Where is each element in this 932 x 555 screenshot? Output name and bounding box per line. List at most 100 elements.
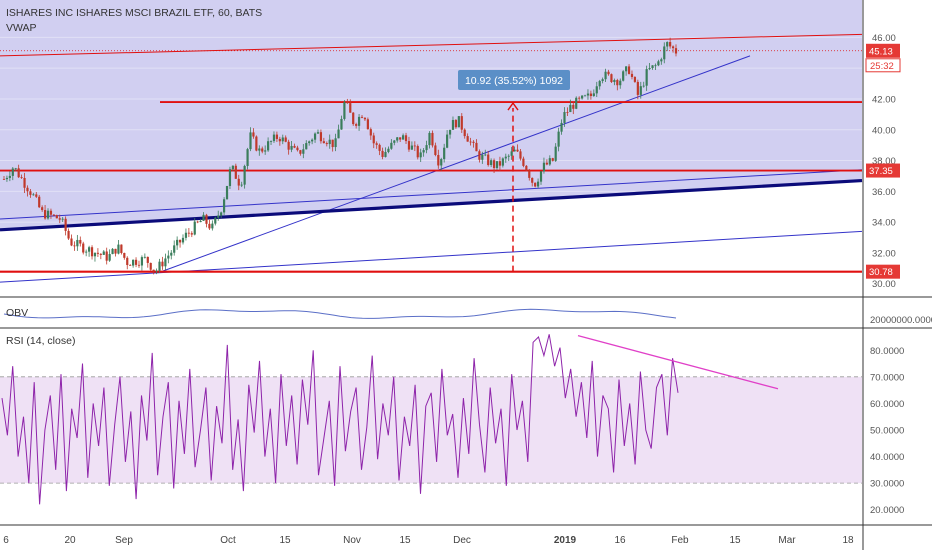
candle-body (586, 93, 590, 96)
candle-body (355, 124, 358, 126)
candle-body (539, 171, 543, 182)
candle-body (149, 262, 152, 270)
candle-body (551, 158, 554, 161)
candle-body (199, 220, 202, 223)
candle-body (190, 233, 193, 235)
obv-panel[interactable]: 20000000.0000 (0, 296, 932, 326)
candle-body (484, 154, 487, 156)
vwap-shade (0, 0, 862, 230)
price-tick-label: 38.00 (872, 156, 896, 167)
candle-body (431, 132, 434, 146)
candle-body (161, 261, 164, 267)
candle-body (108, 254, 111, 261)
candle-body (428, 132, 431, 146)
time-tick-label: 2019 (554, 535, 577, 546)
candle-body (610, 74, 613, 83)
candle-body (76, 239, 79, 247)
candle-body (155, 270, 158, 272)
candle-body (70, 238, 73, 246)
candle-body (393, 140, 396, 143)
candle-body (410, 145, 413, 150)
candle-body (255, 136, 258, 151)
candle-body (363, 117, 367, 120)
candle-body (513, 149, 516, 152)
candle-body (85, 251, 88, 253)
candle-body (211, 223, 214, 229)
candle-body (674, 48, 678, 54)
candle-body (598, 81, 601, 87)
candle-body (384, 151, 387, 157)
candle-body (152, 269, 155, 272)
candle-body (633, 77, 637, 82)
candle-body (460, 116, 463, 130)
candle-body (158, 261, 161, 271)
candle-body (619, 80, 622, 86)
candle-body (440, 159, 443, 166)
candle-body (284, 137, 287, 142)
price-tag-value: 30.78 (869, 267, 893, 278)
candle-body (117, 244, 120, 254)
price-tag-box (866, 264, 900, 279)
candle-body (111, 248, 114, 255)
candle-body (548, 158, 551, 165)
candle-body (451, 120, 455, 130)
upper-channel-line (0, 33, 863, 57)
candle-body (129, 265, 132, 266)
candle-body (123, 252, 126, 258)
candle-body (26, 187, 29, 192)
price-tag-value: 45.13 (869, 46, 893, 57)
time-tick-label: 18 (842, 535, 854, 546)
candle-body (663, 46, 666, 60)
candle-body (126, 257, 129, 266)
time-tick-label: 6 (3, 535, 9, 546)
candle-body (657, 61, 660, 66)
candle-body (372, 135, 375, 144)
candle-body (240, 184, 243, 186)
candle-body (334, 138, 337, 148)
candle-body (463, 129, 466, 137)
candle-body (290, 145, 293, 150)
candle-body (49, 210, 53, 215)
candle-body (296, 147, 299, 151)
candle-body (143, 256, 146, 258)
candle-body (531, 177, 534, 183)
price-tag-box (866, 43, 900, 58)
price-tick-label: 34.00 (872, 218, 896, 229)
price-tag-box (866, 163, 900, 178)
candle-body (293, 145, 296, 148)
candle-body (328, 139, 331, 145)
candle-body (193, 221, 196, 235)
candle-body (639, 86, 642, 95)
candle-body (446, 134, 449, 148)
rsi-panel[interactable]: 20.0000 30.0000 40.0000 50.0000 60.0000 70.00… (0, 327, 932, 516)
candle-body (396, 137, 399, 141)
candle-body (492, 160, 496, 169)
rsi-line (1, 334, 679, 505)
price-panel[interactable]: 30.0032.0034.0036.0038.0040.0042.0044.00… (0, 0, 901, 296)
candle-body (93, 252, 97, 257)
candle-body (519, 151, 522, 159)
candle-body (231, 165, 234, 170)
candle-body (566, 112, 569, 113)
candle-body (630, 73, 634, 78)
time-tick-label: Dec (453, 535, 471, 546)
measure-arrowhead (507, 101, 519, 111)
candle-body (325, 143, 328, 145)
candle-body (578, 97, 581, 99)
obv-line (3, 308, 677, 319)
candle-body (208, 223, 211, 229)
candle-body (29, 191, 32, 195)
candle-body (167, 255, 170, 259)
candle-body (419, 152, 422, 158)
candle-body (413, 145, 416, 147)
candle-body (217, 215, 220, 218)
time-tick-label: 16 (614, 535, 626, 546)
price-tick-label: 30.00 (872, 279, 896, 290)
candle-body (387, 148, 390, 152)
candle-body (472, 141, 475, 143)
candle-body (311, 139, 314, 142)
candle-body (404, 135, 408, 142)
candle-body (181, 237, 185, 243)
